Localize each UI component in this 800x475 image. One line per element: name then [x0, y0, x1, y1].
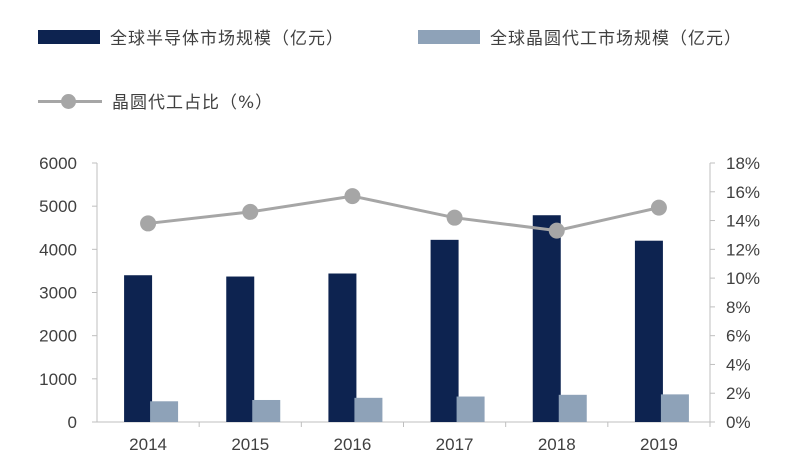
- bar-semiconductor: [328, 273, 357, 422]
- y-tick-label-right: 14%: [726, 212, 760, 231]
- legend-label-foundry: 全球晶圆代工市场规模（亿元）: [490, 29, 742, 49]
- y-tick-label-right: 8%: [726, 298, 751, 317]
- y-tick-label-left: 1000: [39, 370, 77, 389]
- bar-semiconductor: [634, 240, 663, 422]
- legend-label-semiconductor: 全球半导体市场规模（亿元）: [110, 29, 344, 49]
- y-tick-label-left: 6000: [39, 154, 77, 173]
- y-tick-label-right: 16%: [726, 183, 760, 202]
- y-tick-label-left: 2000: [39, 327, 77, 346]
- point-foundry-share: [344, 188, 361, 205]
- x-tick-label: 2019: [640, 435, 678, 454]
- point-foundry-share: [548, 222, 565, 239]
- bar-foundry: [354, 397, 383, 422]
- bar-foundry: [252, 399, 281, 422]
- legend-item-semiconductor: 全球半导体市场规模（亿元）: [38, 24, 344, 49]
- bar-semiconductor: [532, 215, 561, 422]
- point-foundry-share: [242, 203, 259, 220]
- bar-semiconductor: [226, 276, 255, 422]
- bar-semiconductor: [124, 275, 153, 422]
- y-tick-label-left: 5000: [39, 197, 77, 216]
- y-tick-label-right: 18%: [726, 154, 760, 173]
- legend-swatch-foundry-share: [38, 93, 102, 109]
- bar-foundry: [558, 394, 587, 422]
- y-tick-label-right: 6%: [726, 327, 751, 346]
- bar-foundry: [150, 401, 179, 422]
- y-tick-label-left: 3000: [39, 284, 77, 303]
- y-tick-label-left: 4000: [39, 240, 77, 259]
- bar-foundry: [660, 394, 689, 422]
- x-tick-label: 2016: [334, 435, 372, 454]
- y-tick-label-right: 10%: [726, 269, 760, 288]
- x-tick-label: 2017: [436, 435, 474, 454]
- y-tick-label-right: 0%: [726, 413, 751, 432]
- bar-foundry: [456, 396, 485, 422]
- point-foundry-share: [140, 215, 157, 232]
- y-tick-label-right: 2%: [726, 384, 751, 403]
- x-tick-label: 2014: [129, 435, 167, 454]
- x-tick-label: 2018: [538, 435, 576, 454]
- y-tick-label-right: 12%: [726, 240, 760, 259]
- legend-item-foundry-share: 晶圆代工占比（%）: [38, 88, 273, 113]
- legend-swatch-semiconductor: [38, 29, 100, 44]
- legend-label-foundry-share: 晶圆代工占比（%）: [112, 93, 274, 113]
- legend-swatch-foundry: [418, 29, 480, 44]
- y-tick-label-right: 4%: [726, 355, 751, 374]
- bar-semiconductor: [430, 239, 459, 422]
- y-tick-label-left: 0: [68, 413, 77, 432]
- point-foundry-share: [650, 199, 667, 216]
- x-tick-label: 2015: [231, 435, 269, 454]
- legend-item-foundry: 全球晶圆代工市场规模（亿元）: [418, 24, 742, 49]
- line-foundry-share: [147, 194, 660, 233]
- point-foundry-share: [446, 209, 463, 226]
